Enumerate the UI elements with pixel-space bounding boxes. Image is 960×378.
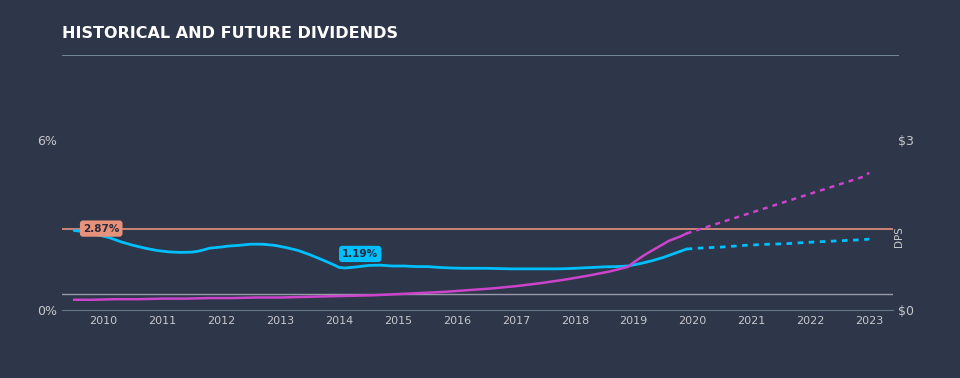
Text: 2.87%: 2.87%: [83, 224, 119, 234]
Text: 1.19%: 1.19%: [342, 249, 378, 259]
Text: DPS: DPS: [894, 226, 903, 247]
Text: HISTORICAL AND FUTURE DIVIDENDS: HISTORICAL AND FUTURE DIVIDENDS: [62, 26, 398, 42]
